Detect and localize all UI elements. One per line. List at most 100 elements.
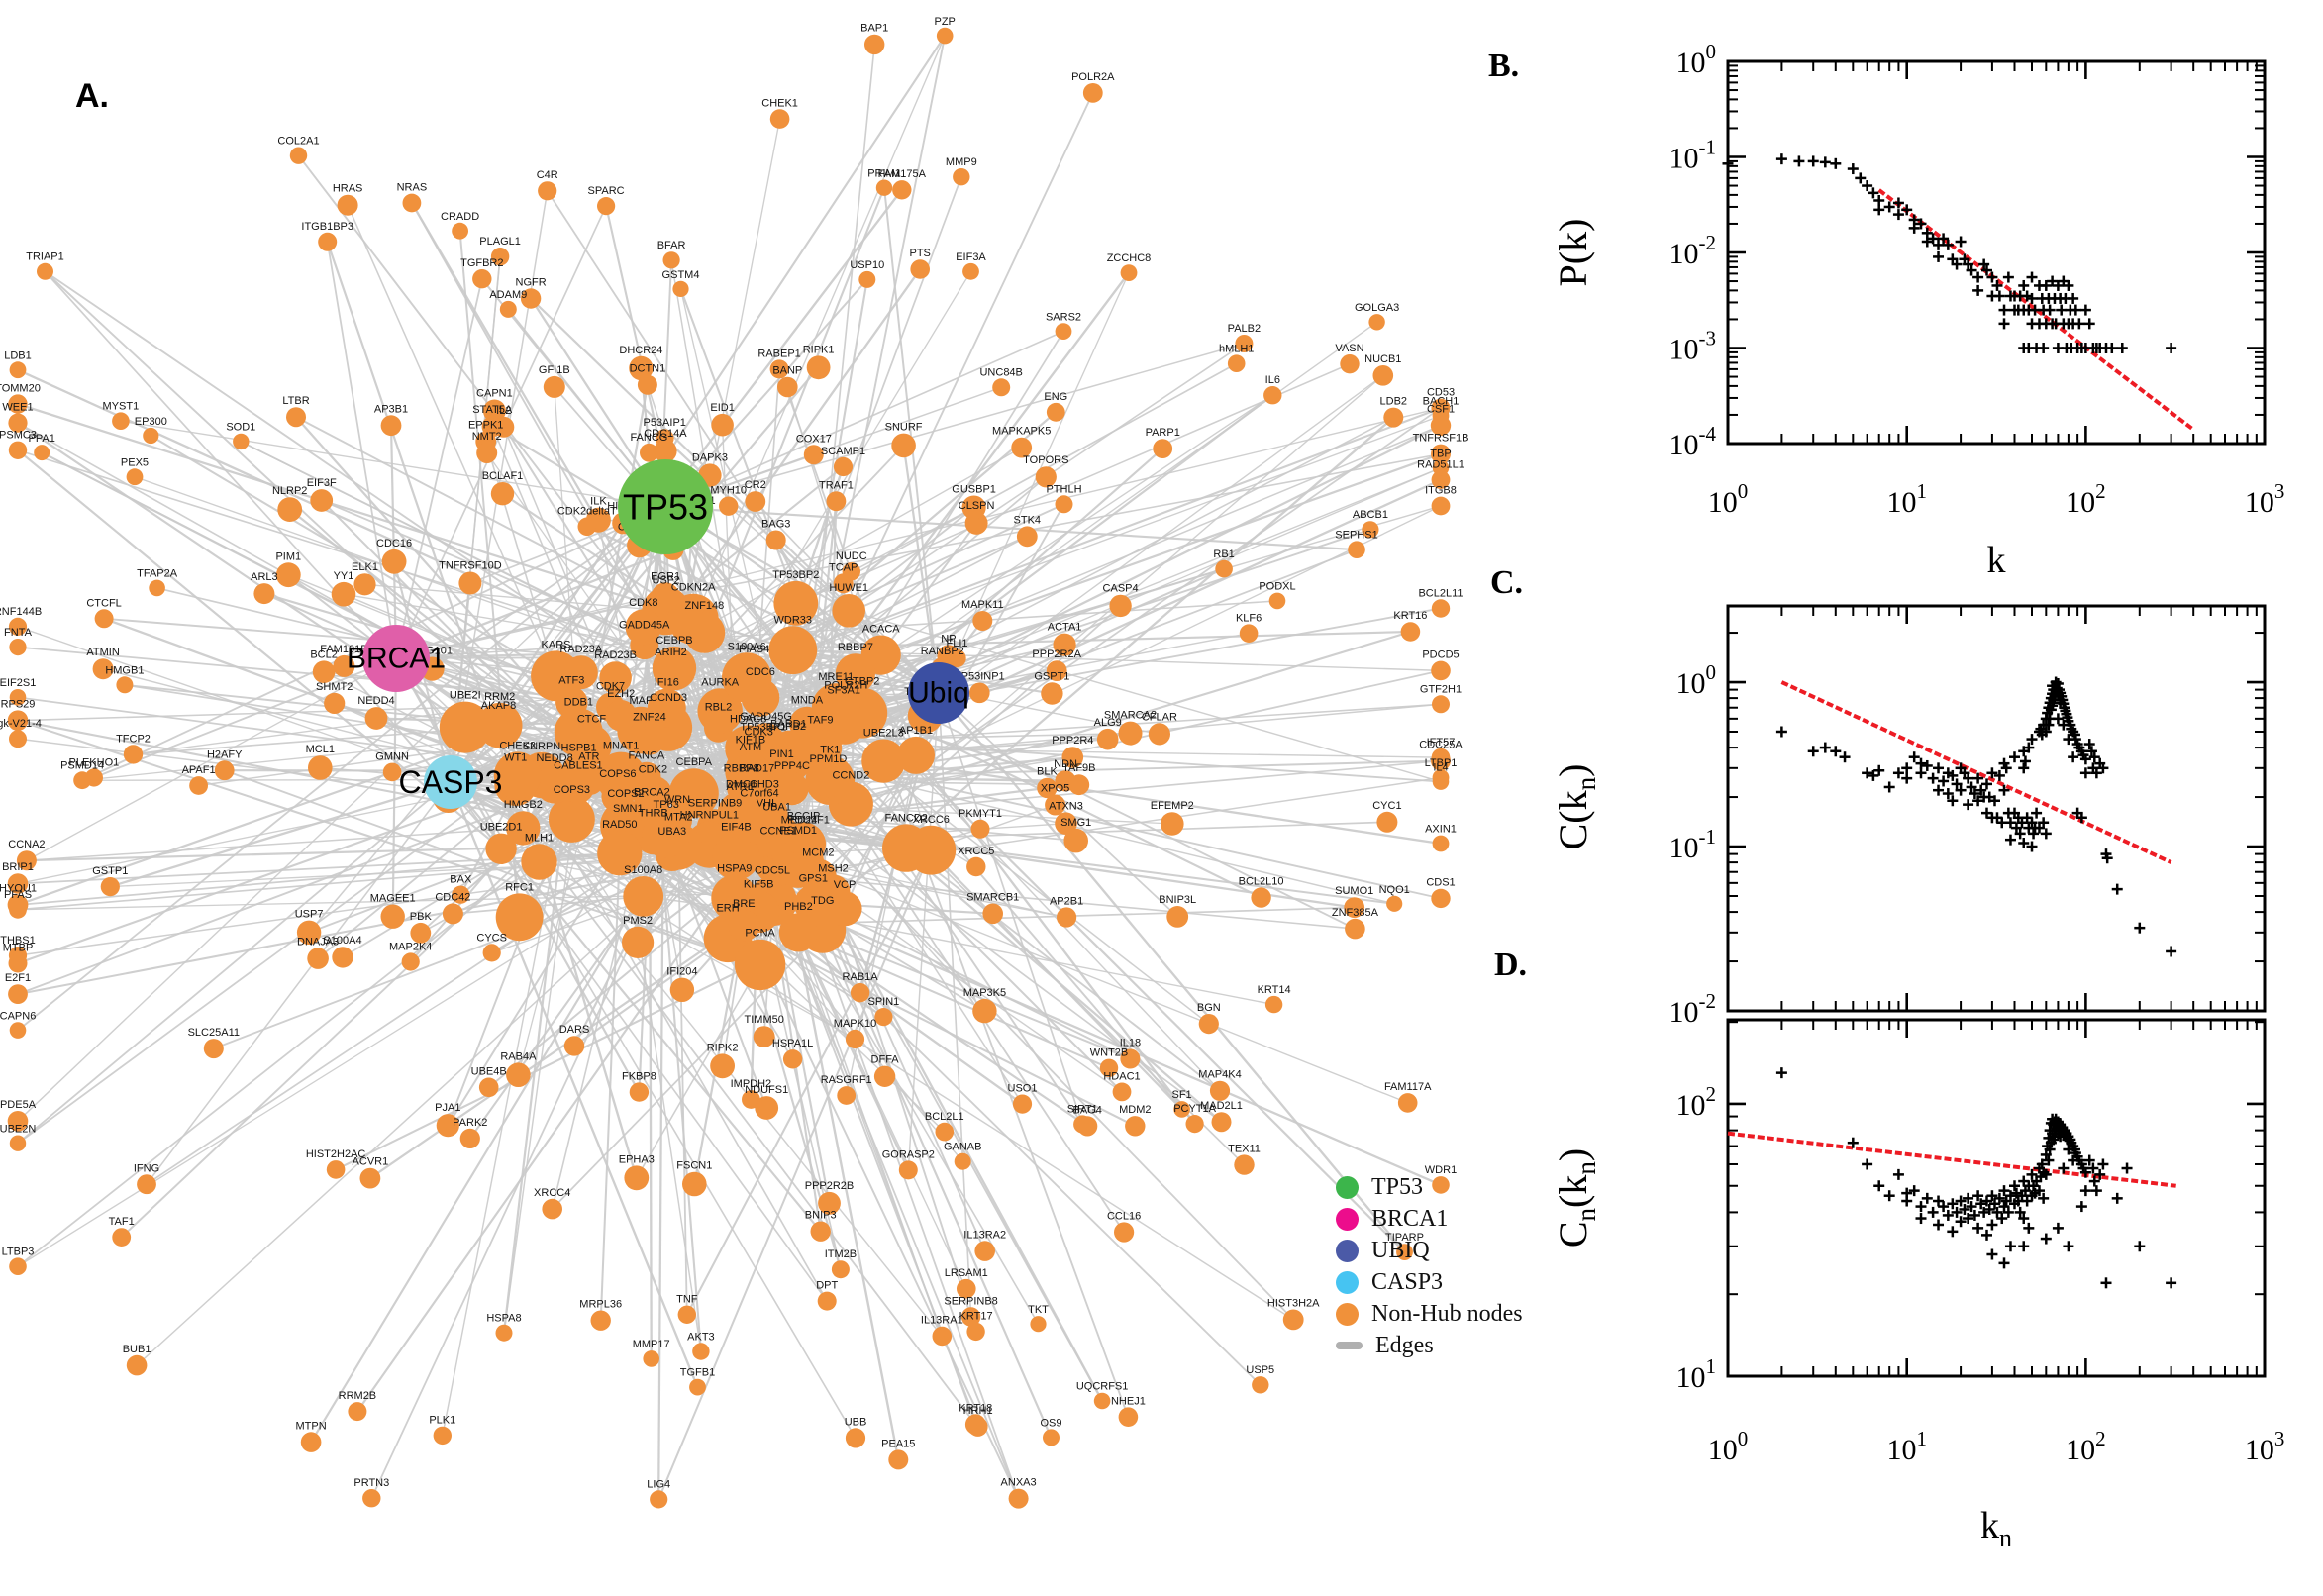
network-node	[1035, 466, 1057, 488]
legend-item-brca1: BRCA1	[1336, 1203, 1523, 1235]
network-node	[324, 692, 346, 715]
network-node-label: H2AFY	[207, 748, 243, 760]
network-node-label: EGR1	[651, 570, 680, 582]
network-node	[333, 654, 355, 677]
network-node	[711, 874, 758, 922]
network-node-label: PFAS	[4, 889, 32, 901]
legend-label: UBIQ	[1371, 1237, 1430, 1263]
network-node-label: SNRPN	[523, 741, 561, 752]
network-node	[1073, 1115, 1092, 1134]
network-node-label: RIPK1	[803, 344, 835, 355]
network-node-label: HSPA9	[717, 863, 752, 875]
network-node	[845, 1428, 866, 1448]
network-node	[1173, 1101, 1190, 1118]
fit-line	[1727, 1131, 2176, 1188]
network-node-label: EIF4B	[721, 821, 752, 833]
x-tick-label: 102	[2066, 479, 2106, 519]
network-edge	[915, 754, 1196, 1125]
network-edge	[347, 204, 557, 677]
network-node-label: PTS	[909, 248, 930, 259]
network-node	[543, 375, 565, 398]
network-node-label: CCL16	[1107, 1210, 1141, 1222]
network-node-label: TDG	[811, 895, 834, 907]
network-node-label: EIF3F	[307, 477, 337, 489]
network-node-label: CDK3	[745, 727, 773, 739]
x-tick-label: 103	[2245, 1427, 2285, 1466]
network-node	[433, 1426, 452, 1446]
network-node-label: ZCCHC8	[1107, 252, 1152, 264]
network-node-label: POLR2A	[1071, 71, 1115, 83]
y-tick-label: 10-1	[1669, 136, 1717, 175]
network-node	[597, 197, 616, 216]
network-node-label: EIF3A	[956, 251, 986, 263]
legend-label: BRCA1	[1371, 1205, 1449, 1232]
network-node-label: CDC16	[376, 538, 412, 549]
network-node	[1400, 622, 1421, 642]
network-node-label: MAD2L1	[1200, 1100, 1243, 1112]
network-edge	[795, 363, 1351, 604]
network-node-label: RBBP8	[724, 762, 759, 774]
network-node	[380, 415, 402, 437]
network-node-label: CCND3	[650, 692, 687, 704]
network-node	[782, 1049, 803, 1069]
legend-label: TP53	[1371, 1173, 1424, 1200]
network-node-label: BFAR	[657, 240, 686, 251]
network-node	[1431, 398, 1451, 418]
network-node-label: NMT2	[472, 431, 502, 443]
legend-item-edges: Edges	[1336, 1330, 1523, 1361]
network-node-label: RRM2B	[339, 1390, 377, 1402]
network-node-label: MTBP	[3, 943, 34, 954]
network-node-label: PLEKHO1	[69, 756, 120, 768]
network-node-label: RAD50	[602, 819, 637, 831]
network-node-label: SMG1	[1060, 817, 1091, 829]
network-edge	[17, 890, 834, 911]
network-node-label: GSTM4	[662, 269, 700, 281]
network-node	[307, 948, 329, 969]
network-node	[812, 764, 845, 798]
network-node	[858, 270, 876, 288]
network-node	[1431, 599, 1451, 618]
network-edge	[753, 411, 1058, 670]
network-node-label: FKBP8	[622, 1070, 656, 1082]
network-node	[962, 262, 979, 280]
network-node	[7, 710, 29, 731]
network-node-label: BACH1	[1423, 395, 1460, 407]
network-node	[882, 824, 931, 872]
network-node-label: RAD17	[740, 763, 774, 775]
network-node	[7, 894, 29, 916]
network-node-label: DHCR24	[619, 345, 662, 356]
network-edge	[17, 506, 666, 1032]
plot-frame	[1726, 604, 2267, 1013]
network-node-label: SLC25A11	[188, 1027, 240, 1039]
y-tick-label: 10-2	[1669, 231, 1717, 270]
network-node-label: MRPL36	[579, 1299, 622, 1311]
x-tick-label: 102	[2066, 1427, 2106, 1466]
network-node	[677, 1305, 696, 1325]
network-node	[1431, 496, 1451, 516]
network-node-label: CASP4	[1103, 583, 1139, 595]
network-node-label: LTBR	[282, 395, 309, 407]
network-node	[816, 874, 851, 909]
network-node-label: SMARCA2	[1104, 710, 1157, 722]
network-node	[966, 856, 986, 877]
network-node	[149, 579, 165, 597]
network-node-label: GANAB	[944, 1142, 982, 1153]
network-node	[8, 394, 28, 414]
network-node-label: ELK1	[352, 561, 378, 573]
network-node-label: WNT2B	[1090, 1047, 1129, 1059]
network-node-label: KRT16	[1393, 610, 1427, 622]
network-node	[1046, 660, 1067, 681]
network-node	[37, 262, 53, 280]
network-node	[719, 496, 739, 516]
network-node-label: RBL2	[705, 702, 733, 714]
network-node-label: AXIN1	[1425, 824, 1457, 836]
network-node-label: CDC5L	[755, 864, 790, 876]
network-node-label: APAF1	[182, 764, 216, 776]
network-node	[458, 571, 482, 595]
node-swatch-icon	[1336, 1270, 1359, 1294]
network-node	[1252, 1376, 1269, 1394]
network-node-label: GSPT1	[1034, 670, 1069, 682]
network-node	[957, 1278, 976, 1299]
network-node	[875, 179, 893, 196]
network-node-label: MNDA	[791, 695, 824, 707]
